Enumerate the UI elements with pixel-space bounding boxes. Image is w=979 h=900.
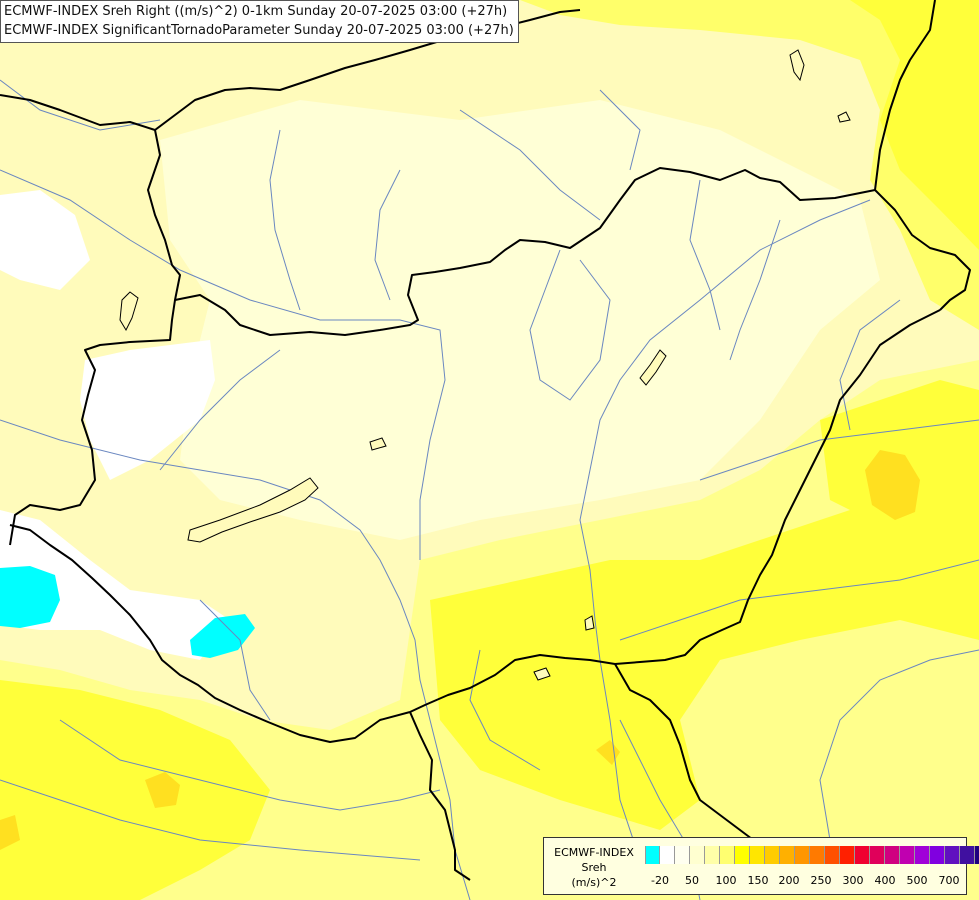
river-east-1 xyxy=(729,219,781,361)
shading-west-white-2 xyxy=(80,340,215,480)
border-ua-ro xyxy=(874,0,936,191)
river-west-1 xyxy=(199,599,271,721)
legend-tick-label: 500 xyxy=(906,874,928,887)
river-drava xyxy=(59,719,441,811)
river-somes xyxy=(699,419,979,481)
legend-swatch xyxy=(675,846,690,864)
border-layer xyxy=(0,0,971,881)
legend-tick-label: 700 xyxy=(938,874,960,887)
legend-swatch xyxy=(855,846,870,864)
legend-swatch xyxy=(795,846,810,864)
lake-neusiedl xyxy=(119,291,139,332)
lake-south-small-2 xyxy=(533,667,551,681)
shading-south-orange-2 xyxy=(596,740,620,765)
river-northwest xyxy=(0,79,161,131)
legend-swatch xyxy=(975,846,979,864)
legend-tick-label: 50 xyxy=(685,874,699,887)
river-east-2 xyxy=(839,299,901,431)
legend-tick-label: -20 xyxy=(651,874,669,887)
map-title-line-1: ECMWF-INDEX Sreh Right ((m/s)^2) 0-1km S… xyxy=(4,4,508,19)
legend-title-line-2: Sreh xyxy=(581,861,607,874)
lake-east-small xyxy=(789,49,805,82)
shading-cyan-center xyxy=(190,614,255,658)
legend-title-line-3: (m/s)^2 xyxy=(571,876,617,889)
legend-tick-label: 400 xyxy=(874,874,896,887)
legend-swatch xyxy=(690,846,705,864)
shading-cyan-west xyxy=(0,566,60,628)
river-danube-upper xyxy=(0,169,446,560)
lake-kiskore xyxy=(639,349,667,386)
river-hron xyxy=(374,169,401,301)
legend-swatch xyxy=(735,846,750,864)
lake-balaton xyxy=(187,477,319,543)
legend: ECMWF-INDEX Sreh (m/s)^2 -20 50 100 150 200 2… xyxy=(543,837,979,895)
legend-swatch xyxy=(900,846,915,864)
lake-velence xyxy=(369,437,387,451)
shading-southwest-strong xyxy=(0,680,270,900)
river-vah xyxy=(269,129,301,311)
map-title-line-2: ECMWF-INDEX SignificantTornadoParameter … xyxy=(4,23,514,38)
legend-swatch xyxy=(885,846,900,864)
shading-southwest-white xyxy=(0,510,230,660)
legend-swatch xyxy=(960,846,975,864)
legend-swatch xyxy=(645,846,660,864)
legend-swatch xyxy=(870,846,885,864)
river-layer xyxy=(0,79,979,900)
legend-swatch xyxy=(840,846,855,864)
legend-tick-label: 100 xyxy=(715,874,737,887)
river-north-2 xyxy=(689,179,721,331)
legend-tick-label: 200 xyxy=(778,874,800,887)
river-mures xyxy=(619,559,979,641)
shading-south-strong xyxy=(430,500,979,830)
lake-east-small-2 xyxy=(837,111,851,123)
river-tisza xyxy=(579,199,871,861)
river-east-3 xyxy=(819,649,979,841)
river-danube xyxy=(0,419,471,900)
legend-swatch xyxy=(915,846,930,864)
lake-layer xyxy=(119,49,851,681)
legend-swatch xyxy=(930,846,945,864)
legend-swatch xyxy=(810,846,825,864)
legend-swatch xyxy=(660,846,675,864)
shading-southwest-orange xyxy=(0,815,20,850)
legend-tick-label: 150 xyxy=(747,874,769,887)
border-sk-hu xyxy=(174,167,971,336)
shading-east-orange xyxy=(865,450,920,520)
shading-west-white xyxy=(0,190,90,290)
legend-color-scale xyxy=(645,846,979,864)
shading-northeast-core xyxy=(850,0,979,250)
river-south-1 xyxy=(469,649,541,771)
river-raba xyxy=(159,349,281,471)
shading-south-orange xyxy=(145,772,180,808)
border-west-north xyxy=(0,94,181,546)
legend-swatch xyxy=(765,846,780,864)
lake-south-small xyxy=(584,615,595,631)
legend-swatch xyxy=(750,846,765,864)
border-hu-rs xyxy=(409,654,616,713)
border-rs-hr xyxy=(409,711,471,881)
legend-tick-labels: -20 50 100 150 200 250 300 400 500 700 xyxy=(544,874,968,890)
legend-swatch xyxy=(825,846,840,864)
border-hu-ro xyxy=(614,309,941,665)
legend-tick-label: 250 xyxy=(810,874,832,887)
river-tisza-trib xyxy=(529,249,611,401)
border-hu-hr xyxy=(9,524,411,743)
border-ro-rs xyxy=(614,663,761,846)
river-sava xyxy=(0,779,421,861)
legend-swatch xyxy=(945,846,960,864)
river-north-3 xyxy=(599,89,641,171)
legend-swatch xyxy=(705,846,720,864)
shading-interior-pale xyxy=(160,100,880,540)
legend-swatch xyxy=(780,846,795,864)
legend-title-line-1: ECMWF-INDEX xyxy=(554,846,634,859)
map-title-box: ECMWF-INDEX Sreh Right ((m/s)^2) 0-1km S… xyxy=(0,0,519,43)
legend-tick-label: 300 xyxy=(842,874,864,887)
river-north-1 xyxy=(459,109,601,221)
legend-swatch xyxy=(720,846,735,864)
